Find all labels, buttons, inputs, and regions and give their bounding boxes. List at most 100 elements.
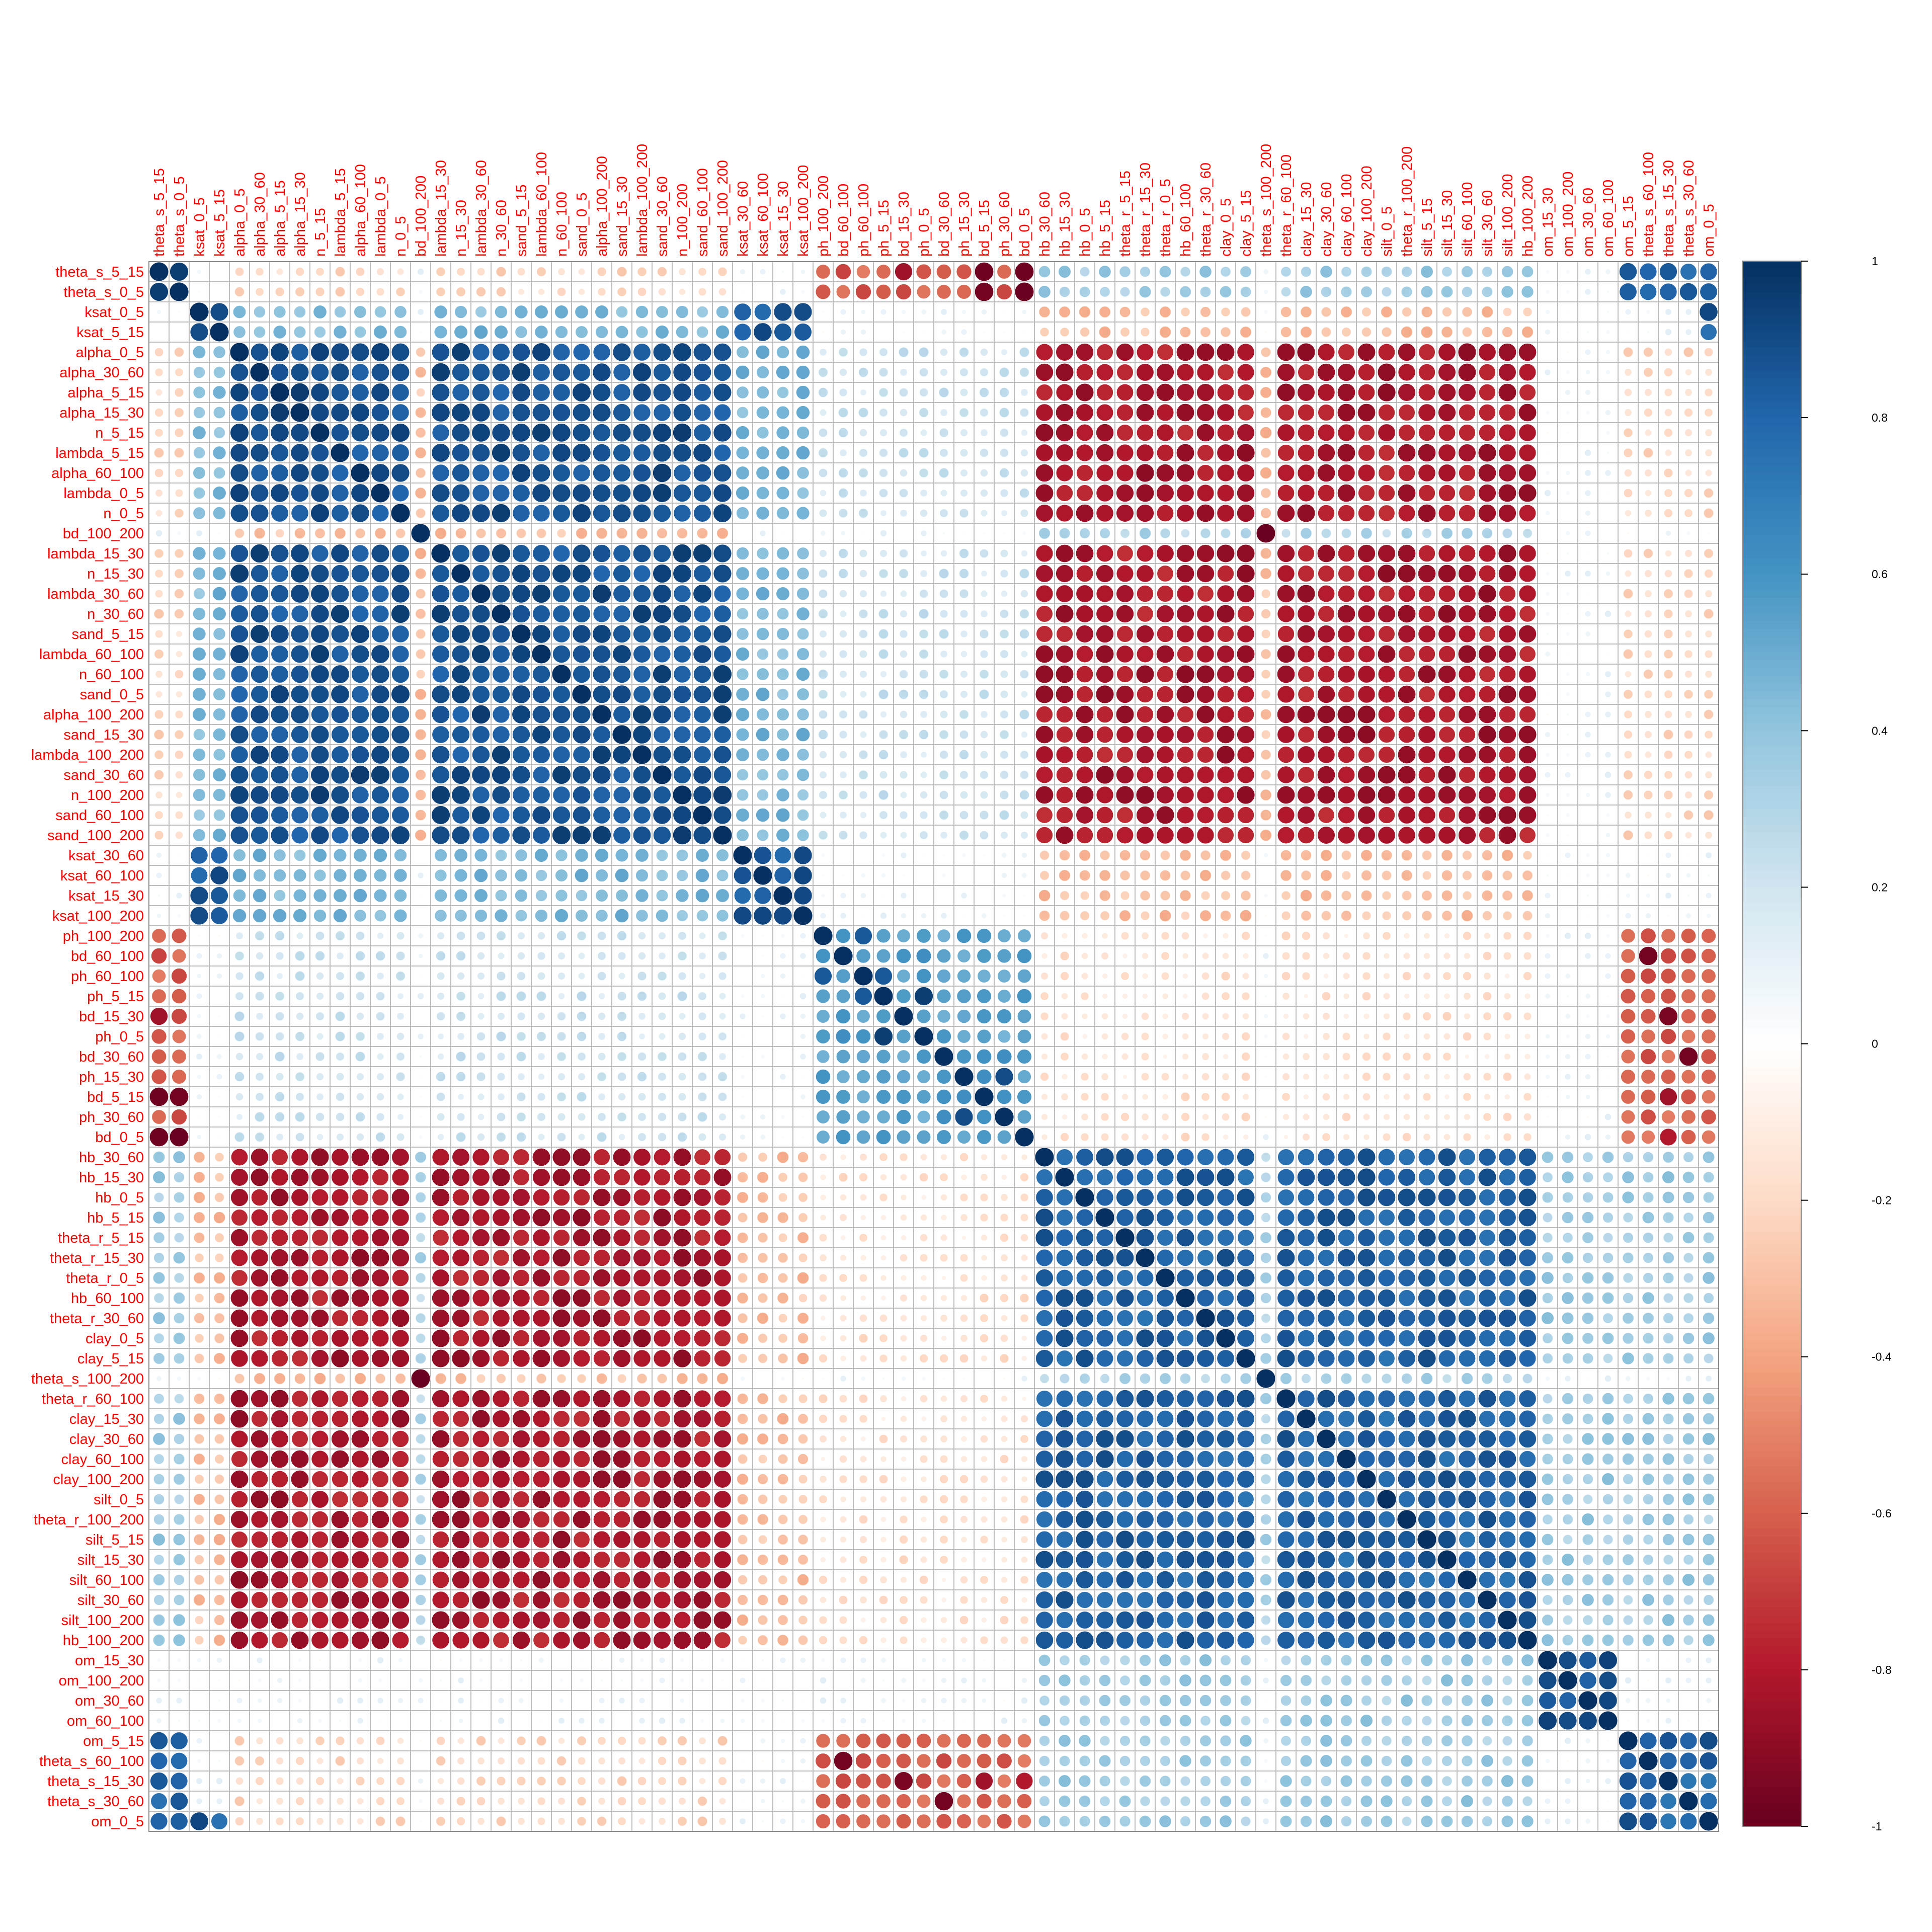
corr-circle [779,952,786,959]
corr-circle [212,707,226,721]
corr-circle [900,1194,907,1201]
corr-circle [452,705,470,723]
corr-circle [735,566,750,581]
corr-circle [351,444,369,462]
corr-circle [697,1051,708,1062]
corr-circle [417,308,425,316]
corr-circle [290,484,309,503]
corr-circle [414,1151,427,1164]
corr-circle [734,323,752,341]
corr-circle [173,1212,185,1224]
corr-circle [310,745,330,764]
corr-circle [855,283,872,300]
corr-circle [1196,504,1215,523]
corr-circle [839,670,848,679]
corr-circle [673,383,692,402]
corr-circle [217,1014,221,1018]
corr-circle [1604,973,1612,980]
corr-circle [632,443,652,462]
corr-circle [234,950,245,961]
corr-circle [615,325,629,339]
corr-circle [175,489,184,498]
corr-circle [1281,931,1291,941]
corr-circle [1217,1490,1235,1508]
corr-circle [1056,484,1074,502]
corr-circle [496,1031,507,1042]
corr-circle [235,972,244,981]
corr-circle [1297,745,1316,764]
corr-circle [455,527,467,539]
corr-circle [713,1349,732,1367]
corr-circle [1357,604,1376,623]
corr-circle [715,848,730,862]
corr-circle [1601,1432,1615,1445]
corr-circle [1502,870,1513,881]
corr-circle [1280,306,1292,318]
corr-circle [270,645,289,664]
corr-circle [613,786,631,804]
corr-circle [1684,469,1693,477]
corr-circle [419,1014,423,1018]
corr-circle [1417,1429,1436,1448]
corr-circle [177,310,181,314]
corr-circle [994,1107,1014,1127]
corr-circle [836,284,851,299]
corr-circle [881,853,886,858]
corr-circle [756,547,769,560]
corr-circle [1383,972,1391,980]
corr-circle [1263,973,1269,979]
corr-circle [696,305,709,318]
corr-circle [472,786,490,804]
corr-circle [1357,424,1376,442]
corr-circle [1518,463,1537,482]
corr-circle [777,1393,788,1404]
corr-circle [291,1229,309,1247]
corr-circle [896,1029,911,1044]
corr-circle [1478,1429,1497,1448]
corr-circle [1021,1396,1027,1402]
corr-circle [572,604,591,623]
corr-circle [415,427,427,439]
corr-circle [371,624,390,643]
corr-circle [838,1273,848,1283]
corr-circle [1181,1053,1189,1061]
corr-circle [1098,305,1111,318]
corr-circle [415,588,426,599]
corr-circle [1196,423,1215,442]
corr-circle [636,527,648,539]
corr-circle [1119,306,1131,318]
corr-circle [1035,1309,1054,1327]
corr-circle [1378,665,1396,683]
corr-circle [776,406,790,420]
corr-circle [1159,869,1171,881]
corr-circle [1682,1412,1695,1425]
corr-circle [1542,1332,1554,1344]
corr-circle [899,669,909,679]
corr-circle [796,627,810,640]
corr-circle [415,447,427,459]
corr-circle [1141,952,1149,960]
corr-circle [1342,972,1350,980]
corr-circle [936,969,951,984]
corr-circle [1135,1248,1155,1268]
corr-circle [1276,705,1296,724]
corr-circle [1601,1472,1615,1486]
corr-circle [315,1112,325,1122]
corr-circle [1360,890,1373,902]
corr-circle [457,1093,465,1101]
corr-circle [330,604,350,624]
corr-circle [1700,323,1718,341]
corr-circle [1518,1470,1537,1489]
corr-circle [1417,443,1436,462]
corr-circle [1362,951,1371,960]
corr-circle [1156,1470,1175,1489]
corr-circle [1586,330,1590,334]
corr-circle [1260,608,1271,619]
corr-circle [1522,931,1533,941]
corr-circle [1521,890,1534,902]
corr-circle [617,951,626,960]
corr-circle [1337,705,1356,724]
corr-circle [1319,265,1333,279]
corr-circle [431,443,451,463]
corr-circle [715,888,730,903]
